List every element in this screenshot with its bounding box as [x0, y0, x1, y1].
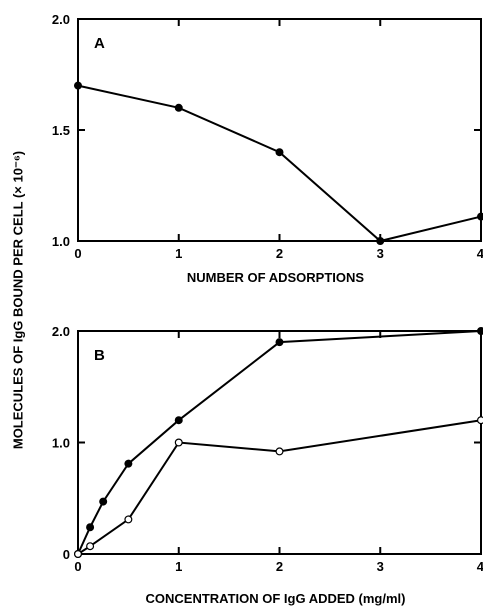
panel-b-data-point-filled — [124, 459, 133, 468]
panel-a-x-tick-label: 4 — [477, 246, 483, 261]
panel-b-data-point-open — [86, 542, 95, 551]
panel-b-x-axis-label: CONCENTRATION OF IgG ADDED (mg/ml) — [146, 591, 406, 606]
panel-a-label: A — [94, 35, 105, 52]
panel-a-x-tick-label: 2 — [276, 246, 283, 261]
panel-a-data-point-filled — [73, 81, 82, 90]
panel-b-data-point-filled — [99, 497, 108, 506]
panel-b-x-tick-label: 3 — [377, 559, 384, 574]
panel-b-data-point-open — [477, 416, 483, 425]
panel-a-plot-frame — [77, 18, 482, 242]
panel-a-x-tick-label: 1 — [175, 246, 182, 261]
panel-a-data-point-filled — [275, 148, 284, 157]
panel-a-y-tick-label: 1.5 — [52, 123, 70, 138]
panel-b-chart: 0 1 2 3 4 0 1.0 2.0 B CONCENTRATION OF IgG ADDED … — [52, 324, 483, 606]
y-axis-label: MOLECULES OF IgG BOUND PER CELL (× 10⁻⁶) — [10, 151, 25, 449]
panel-a-series-filled-line — [77, 84, 482, 243]
panel-b-y-tick-label: 1.0 — [52, 436, 70, 451]
panel-a-x-tick-label: 0 — [74, 246, 81, 261]
panel-b-data-point-filled — [477, 327, 483, 335]
panel-b-series-open-line — [77, 419, 482, 555]
panel-b-data-point-filled — [86, 523, 95, 532]
panel-a-chart: 0 1 2 3 4 1.0 1.5 2.0 A NUMBER OF ADSORPTIONS — [52, 12, 483, 285]
panel-a-data-point-filled — [477, 212, 483, 221]
panel-b-plot-frame — [77, 330, 482, 555]
panel-b-data-point-open — [73, 549, 82, 558]
panel-a-data-point-filled — [376, 237, 385, 246]
panel-a-x-tick-label: 3 — [377, 246, 384, 261]
panel-b-label: B — [94, 347, 105, 364]
panel-a-y-tick-label: 2.0 — [52, 12, 70, 27]
panel-a-y-tick-label: 1.0 — [52, 234, 70, 249]
panel-b-data-point-filled — [275, 338, 284, 347]
panel-b-data-point-filled — [174, 416, 183, 425]
panel-b-data-point-open — [174, 438, 183, 447]
panel-b-x-tick-label: 1 — [175, 559, 182, 574]
panel-b-x-tick-label: 2 — [276, 559, 283, 574]
panel-a-data-point-filled — [174, 103, 183, 112]
panel-b-data-point-open — [275, 447, 284, 456]
panel-b-y-tick-label: 2.0 — [52, 324, 70, 339]
panel-b-x-tick-label: 4 — [477, 559, 483, 574]
panel-b-y-tick-label: 0 — [63, 547, 70, 562]
panel-b-x-tick-label: 0 — [74, 559, 81, 574]
panel-a-x-axis-label: NUMBER OF ADSORPTIONS — [187, 270, 365, 285]
panel-b-series-filled-line — [77, 330, 482, 555]
panel-b-data-point-open — [124, 515, 133, 524]
